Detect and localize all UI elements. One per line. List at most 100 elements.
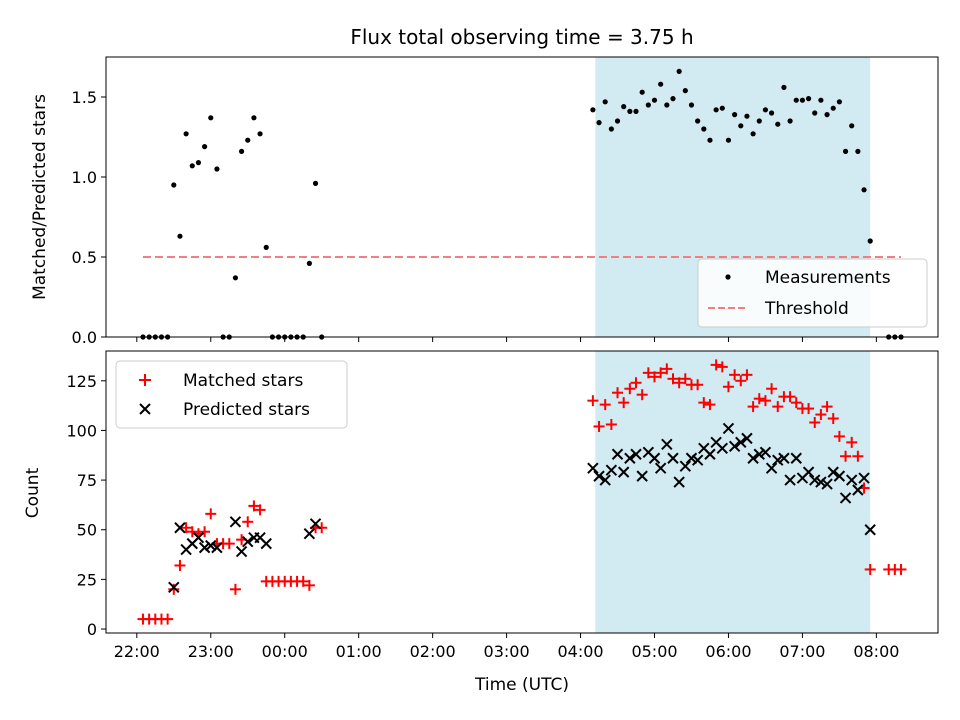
measurement-point: [805, 96, 812, 102]
predicted-star-point: [205, 539, 217, 552]
matched-star-point: [180, 522, 192, 534]
matched-star-point: [661, 363, 673, 375]
predicted-star-point: [198, 541, 211, 554]
predicted-star-point: [661, 438, 673, 451]
matched-star-point: [599, 399, 611, 411]
chart-title: Flux total observing time = 3.75 h: [350, 25, 693, 49]
predicted-star-point: [691, 454, 704, 466]
observing-span: [595, 351, 871, 633]
matched-star-point: [242, 516, 254, 528]
predicted-star-point: [211, 541, 223, 554]
measurement-point: [639, 89, 645, 95]
matched-star-point: [759, 395, 771, 407]
matched-star-point: [827, 413, 839, 425]
top-y-axis-label: Matched/Predicted stars: [30, 94, 50, 300]
top-x-ticks: [136, 337, 877, 342]
matched-star-point: [605, 418, 617, 430]
matched-star-point: [649, 371, 661, 383]
predicted-star-point: [636, 470, 648, 482]
y-tick-label: 0.5: [72, 248, 97, 267]
measurement-point: [719, 105, 725, 111]
matched-star-point: [815, 409, 827, 421]
matched-star-point: [833, 430, 845, 442]
matched-star-point: [587, 395, 599, 407]
measurement-point: [676, 68, 682, 74]
x-tick-label: 03:00: [484, 642, 530, 661]
measurement-point: [701, 126, 707, 132]
predicted-star-point: [654, 462, 667, 474]
measurement-point: [208, 115, 214, 121]
x-tick-label: 02:00: [410, 642, 456, 661]
predicted-star-point: [685, 452, 698, 464]
measurement-point: [645, 102, 651, 108]
measurement-point: [830, 105, 836, 111]
predicted-star-point: [821, 478, 833, 490]
measurement-point: [707, 137, 713, 143]
bottom-x-ticks: 22:00 23:00 00:00 01:00 02:00 03:00 04:00 05:00…: [114, 633, 899, 661]
matched-star-point: [772, 401, 784, 413]
predicted-star-point: [624, 452, 636, 464]
matched-star-point: [821, 401, 833, 413]
matched-star-point: [692, 379, 704, 391]
measurement-point: [818, 97, 824, 103]
predicted-star-point: [728, 440, 741, 453]
predicted-star-point: [679, 460, 692, 472]
predicted-star-point: [617, 466, 630, 478]
bottom-shaded-span: [595, 351, 871, 633]
predicted-star-point: [229, 516, 242, 528]
matched-star-point: [784, 391, 796, 403]
measurement-point: [695, 118, 701, 124]
measurement-point: [171, 182, 177, 188]
y-tick-label: 75: [77, 471, 97, 490]
y-tick-label: 0: [87, 620, 97, 639]
x-tick-label: 07:00: [779, 642, 825, 661]
measurement-point: [651, 97, 658, 103]
measurement-point: [251, 115, 257, 121]
matched-star-point: [229, 583, 241, 595]
predicted-star-point: [864, 524, 876, 536]
matched-star-point: [704, 399, 716, 411]
matched-star-point: [612, 387, 624, 399]
matched-star-point: [593, 420, 605, 432]
y-tick-label: 0.0: [72, 328, 97, 347]
matched-star-point: [297, 575, 309, 587]
measurement-point: [633, 108, 639, 114]
matched-star-point: [636, 389, 648, 401]
measurement-point: [682, 88, 688, 94]
predicted-star-point: [648, 452, 661, 464]
predicted-star-point: [827, 466, 839, 478]
measurement-point: [621, 104, 627, 110]
matched-star-point: [716, 361, 728, 373]
predicted-star-point: [741, 432, 753, 445]
measurement-point: [238, 148, 245, 154]
matched-stars-points: [137, 359, 907, 625]
predicted-star-point: [260, 537, 272, 550]
matched-star-point: [624, 383, 636, 395]
measurement-point: [232, 275, 239, 281]
measurement-point: [614, 118, 621, 124]
measurement-point: [183, 131, 189, 137]
matched-star-point: [248, 500, 260, 512]
matched-star-point: [316, 522, 328, 534]
matched-star-point: [840, 450, 852, 462]
y-tick-label: 100: [66, 421, 97, 440]
top-y-ticks: 0.0 0.5 1.0 1.5: [72, 88, 106, 347]
predicted-star-point: [809, 474, 821, 486]
predicted-star-point: [235, 545, 248, 558]
measurement-point: [214, 166, 220, 172]
measurement-point: [189, 163, 195, 169]
matched-star-point: [710, 359, 722, 371]
measurement-point: [257, 131, 263, 137]
y-tick-label: 125: [66, 372, 97, 391]
predicted-star-point: [846, 474, 858, 486]
matched-star-point: [618, 397, 630, 409]
matched-star-point: [747, 401, 759, 413]
predicted-star-point: [815, 476, 827, 488]
y-tick-label: 1.0: [72, 168, 97, 187]
matched-star-point: [254, 504, 266, 516]
measurement-point: [670, 96, 676, 102]
predicted-star-point: [858, 472, 870, 484]
predicted-stars-points: [168, 422, 876, 594]
measurement-point: [590, 107, 596, 113]
